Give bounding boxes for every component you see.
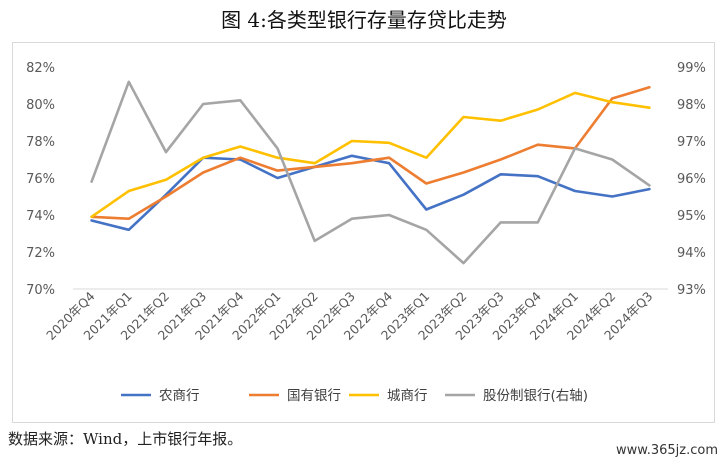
y-left-tick-label: 80% <box>26 98 55 113</box>
series-line-2 <box>90 85 651 220</box>
series-line-3 <box>90 91 651 219</box>
y-left-tick-label: 76% <box>26 172 55 187</box>
y-left-tick-label: 72% <box>26 246 55 261</box>
y-left-tick-label: 74% <box>26 209 55 224</box>
series-line-4 <box>90 80 651 265</box>
y-right-tick-label: 96% <box>677 172 706 187</box>
legend-label: 城商行 <box>387 388 428 404</box>
y-right-tick-label: 99% <box>677 61 706 76</box>
legend-label: 股份制银行(右轴) <box>483 388 588 404</box>
legend-label: 国有银行 <box>287 388 341 404</box>
chart-title: 图 4:各类型银行存量存贷比走势 <box>221 8 507 32</box>
y-right-tick-label: 94% <box>677 246 706 261</box>
y-right-tick-label: 97% <box>677 135 706 150</box>
data-source-note: 数据来源：Wind，上市银行年报。 <box>8 430 243 448</box>
chart-area: 70% 72% 74% 76% 78% 80% 82% 93% 94% 95% 96% 97% 98% 9… <box>12 42 715 423</box>
y-left-tick-label: 82% <box>26 61 55 76</box>
line-chart: 70% 72% 74% 76% 78% 80% 82% 93% 94% 95% 96% 97% 98% 9… <box>26 61 706 404</box>
y-right-tick-label: 95% <box>677 209 706 224</box>
y-right-tick-label: 93% <box>677 283 706 298</box>
y-left-tick-label: 70% <box>26 283 55 298</box>
y-left-tick-label: 78% <box>26 135 55 150</box>
watermark: www.365jz.com <box>616 443 718 458</box>
y-right-tick-label: 98% <box>677 98 706 113</box>
legend-label: 农商行 <box>159 388 200 404</box>
